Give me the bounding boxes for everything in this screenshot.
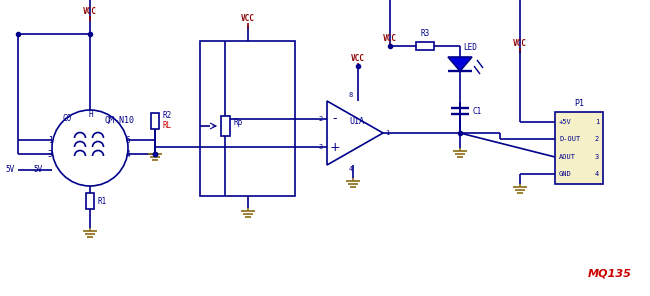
Text: R3: R3 <box>421 29 430 38</box>
Text: 4: 4 <box>125 149 130 158</box>
Text: +: + <box>330 141 341 154</box>
Text: 8: 8 <box>349 92 353 98</box>
FancyBboxPatch shape <box>220 116 229 136</box>
Text: +5V: +5V <box>559 119 572 125</box>
Text: MQ135: MQ135 <box>588 269 632 279</box>
Text: 1: 1 <box>385 130 389 136</box>
Text: VCC: VCC <box>83 7 97 16</box>
Text: Rp: Rp <box>233 118 242 126</box>
Text: R2: R2 <box>162 110 171 120</box>
Text: QM-N10: QM-N10 <box>104 115 134 125</box>
Text: 3: 3 <box>318 144 323 150</box>
Text: C1: C1 <box>472 107 481 115</box>
Text: 3: 3 <box>47 149 52 158</box>
Text: 2: 2 <box>595 136 599 142</box>
FancyBboxPatch shape <box>555 112 603 184</box>
FancyBboxPatch shape <box>200 41 295 196</box>
Text: -: - <box>333 112 337 125</box>
Text: 3: 3 <box>595 154 599 160</box>
Text: 4: 4 <box>349 166 353 172</box>
Text: VCC: VCC <box>351 54 365 63</box>
Text: H: H <box>88 110 94 118</box>
Text: VCC: VCC <box>241 14 255 23</box>
Text: VCC: VCC <box>383 34 397 43</box>
Text: 5V: 5V <box>33 165 43 175</box>
Text: GND: GND <box>559 171 572 177</box>
Text: RL: RL <box>162 120 171 130</box>
Text: U1A: U1A <box>350 117 365 126</box>
Text: 2: 2 <box>318 116 323 122</box>
Text: C0: C0 <box>63 113 72 123</box>
Text: D-OUT: D-OUT <box>559 136 580 142</box>
Text: 6: 6 <box>125 136 130 144</box>
FancyBboxPatch shape <box>416 42 434 50</box>
Text: 1: 1 <box>595 119 599 125</box>
Text: P1: P1 <box>574 99 584 108</box>
Text: 5V: 5V <box>6 165 15 175</box>
FancyBboxPatch shape <box>151 113 159 129</box>
Text: LED: LED <box>463 43 477 52</box>
Text: VCC: VCC <box>513 39 527 48</box>
Text: 4: 4 <box>595 171 599 177</box>
FancyBboxPatch shape <box>86 193 94 209</box>
Text: 1: 1 <box>47 136 52 144</box>
Text: R1: R1 <box>97 197 106 205</box>
Polygon shape <box>448 57 472 71</box>
Text: AOUT: AOUT <box>559 154 576 160</box>
